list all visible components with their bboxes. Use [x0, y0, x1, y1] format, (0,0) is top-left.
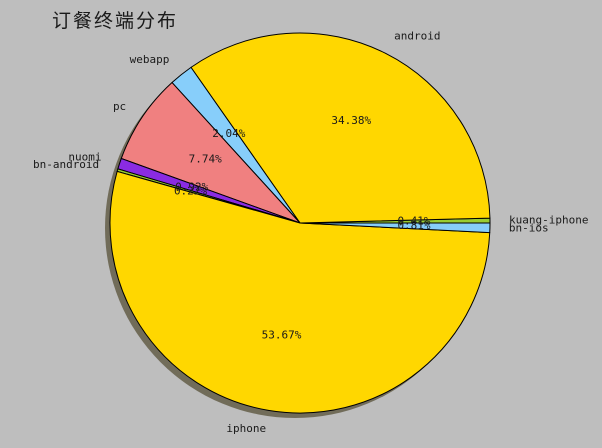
slice-label-pc: pc [113, 100, 126, 113]
pie-labels: kuang-iphone 0.41% android 34.38% webapp 2.04… [33, 29, 589, 435]
pie-slice-bn-ios [299, 222, 491, 234]
slice-label-kuang-iphone: kuang-iphone [509, 213, 588, 226]
slice-percent-iphone: 53.67% [262, 329, 302, 342]
chart-title: 订餐终端分布 [52, 10, 179, 32]
slice-percent-bn-ios: 0.81% [397, 219, 430, 232]
slice-percent-nuomi: 0.92% [175, 180, 208, 193]
pie-slice-pc [120, 82, 301, 224]
slice-percent-bn-android: 0.22% [174, 184, 207, 197]
slice-label-nuomi: nuomi [68, 151, 101, 164]
pie-slice-android [190, 32, 491, 224]
slice-percent-android: 34.38% [331, 114, 371, 127]
pie-slice-iphone [109, 170, 491, 414]
slice-percent-pc: 7.74% [189, 153, 222, 166]
pie-slices [109, 32, 491, 414]
slice-label-android: android [394, 29, 440, 42]
slice-label-webapp: webapp [130, 53, 170, 66]
slice-label-iphone: iphone [226, 422, 266, 435]
slice-percent-webapp: 2.04% [212, 127, 245, 140]
slice-label-bn-android: bn-android [33, 158, 99, 171]
slice-label-bn-ios: bn-ios [509, 221, 549, 234]
slice-percent-kuang-iphone: 0.41% [397, 215, 430, 228]
